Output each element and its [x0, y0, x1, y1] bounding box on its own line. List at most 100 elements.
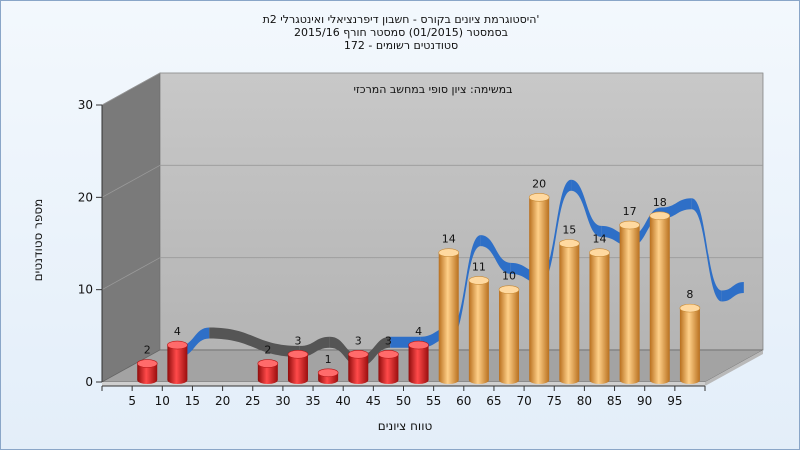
bar-value-label: 3	[355, 334, 362, 347]
ribbon-segment	[450, 235, 481, 339]
bar-top	[468, 276, 490, 285]
bar-top	[619, 220, 640, 230]
ribbon-segment	[691, 198, 722, 302]
x-tick-label: 90	[637, 394, 652, 408]
bar-body	[348, 354, 369, 384]
bar: 18	[649, 196, 671, 384]
y-tick-label: 20	[78, 190, 93, 204]
y-tick-label: 30	[78, 98, 93, 112]
y-axis: 0 10 20 30	[78, 98, 103, 389]
bar-body	[649, 215, 670, 384]
bar-top	[408, 340, 429, 350]
x-tick-label: 35	[305, 394, 320, 408]
bar-body	[408, 345, 429, 384]
x-tick-label: 95	[667, 394, 682, 408]
y-axis-label: מספר סטודנטים	[31, 199, 45, 282]
bar-value-label: 2	[144, 344, 151, 357]
x-axis: 5 10 15 20 25 30 35 40 45 50 55 60 65 70 75 80 85 90 95	[101, 385, 706, 408]
bar-body	[287, 354, 308, 384]
bar-top	[559, 239, 580, 248]
ribbon-segment	[540, 179, 572, 284]
bar-body	[589, 252, 610, 384]
bar: 2	[136, 344, 158, 384]
bar-top	[378, 349, 399, 359]
bar-top	[287, 349, 309, 359]
side-gridline	[101, 72, 161, 106]
x-tick-label: 60	[456, 394, 471, 408]
bar: 10	[498, 270, 520, 384]
bar: 4	[167, 325, 188, 384]
bar-body	[679, 308, 700, 384]
ribbon-segment	[571, 179, 602, 237]
bar: 3	[287, 334, 309, 384]
bar-body	[619, 225, 640, 384]
bar-value-label: 20	[532, 177, 546, 190]
bars-group: 2 4 2 3 1 3 3 4 14 11 10 20 15 14 17 18 8	[136, 177, 701, 384]
x-tick-label: 50	[396, 394, 411, 408]
y-tick-label: 0	[85, 375, 93, 389]
chart-subtitle: בסמסטר (01/2015) סמסטר חורף 2015/16	[294, 26, 508, 39]
bar-body	[167, 345, 188, 384]
bar-value-label: 10	[502, 270, 516, 283]
bar-body	[378, 354, 399, 384]
bar-body	[499, 289, 520, 384]
ribbon-segment	[480, 235, 511, 274]
bar: 20	[528, 177, 550, 384]
side-wall	[101, 72, 161, 383]
bar: 17	[619, 205, 640, 384]
bar-value-label: 4	[174, 325, 181, 338]
bar-value-label: 14	[442, 233, 456, 246]
bar-value-label: 2	[264, 344, 271, 357]
x-tick-label: 15	[185, 394, 200, 408]
x-tick-label: 30	[275, 394, 290, 408]
ribbon-segment	[299, 336, 330, 357]
bar: 8	[679, 288, 701, 384]
bar-top	[589, 248, 610, 258]
bar-value-label: 14	[592, 233, 606, 246]
bar: 14	[589, 233, 610, 384]
y-tick-label: 10	[78, 283, 93, 297]
x-tick-label: 65	[486, 394, 501, 408]
bar: 11	[468, 260, 490, 384]
x-tick-label: 75	[547, 394, 562, 408]
bar-top	[498, 285, 520, 294]
bar-value-label: 11	[472, 260, 486, 273]
bar-top	[528, 193, 550, 202]
x-tick-label: 55	[426, 394, 441, 408]
x-tick-label: 70	[516, 394, 531, 408]
bar-body	[529, 197, 550, 384]
chart-title: היסטוגרמת ציונים בקורס - חשבון דיפרנציאל…	[262, 13, 540, 26]
bar-value-label: 3	[385, 334, 392, 347]
bar-body	[559, 243, 580, 384]
bar-top	[347, 349, 369, 359]
side-gridline	[101, 257, 161, 291]
ribbon-segment	[721, 282, 744, 302]
bar-top	[167, 340, 188, 350]
bar-value-label: 17	[623, 205, 637, 218]
ribbon-segment	[209, 327, 300, 357]
bar: 15	[559, 224, 580, 384]
bar-top	[257, 359, 279, 368]
x-tick-label: 85	[607, 394, 622, 408]
x-tick-label: 40	[336, 394, 351, 408]
bar-value-label: 1	[325, 353, 332, 366]
side-gridline	[101, 164, 161, 198]
x-tick-label: 5	[128, 394, 136, 408]
bar-value-label: 18	[653, 196, 667, 209]
ribbon-segment	[661, 198, 692, 219]
bar-body	[137, 363, 158, 384]
bar-body	[257, 363, 278, 384]
bar-value-label: 15	[562, 224, 576, 237]
x-tick-label: 80	[577, 394, 592, 408]
bar: 3	[347, 334, 369, 384]
chart-subtitle-students: סטודנטים רשומים - 172	[343, 39, 459, 52]
bar: 14	[438, 233, 460, 384]
bar: 2	[257, 344, 279, 384]
bar-top	[438, 248, 460, 258]
bar-value-label: 3	[294, 334, 301, 347]
chart-annotation: במשימה: ציון סופי במחשב המרכזי	[353, 83, 512, 96]
x-tick-label: 10	[155, 394, 170, 408]
bar-body	[438, 252, 459, 384]
bar-value-label: 8	[686, 288, 693, 301]
